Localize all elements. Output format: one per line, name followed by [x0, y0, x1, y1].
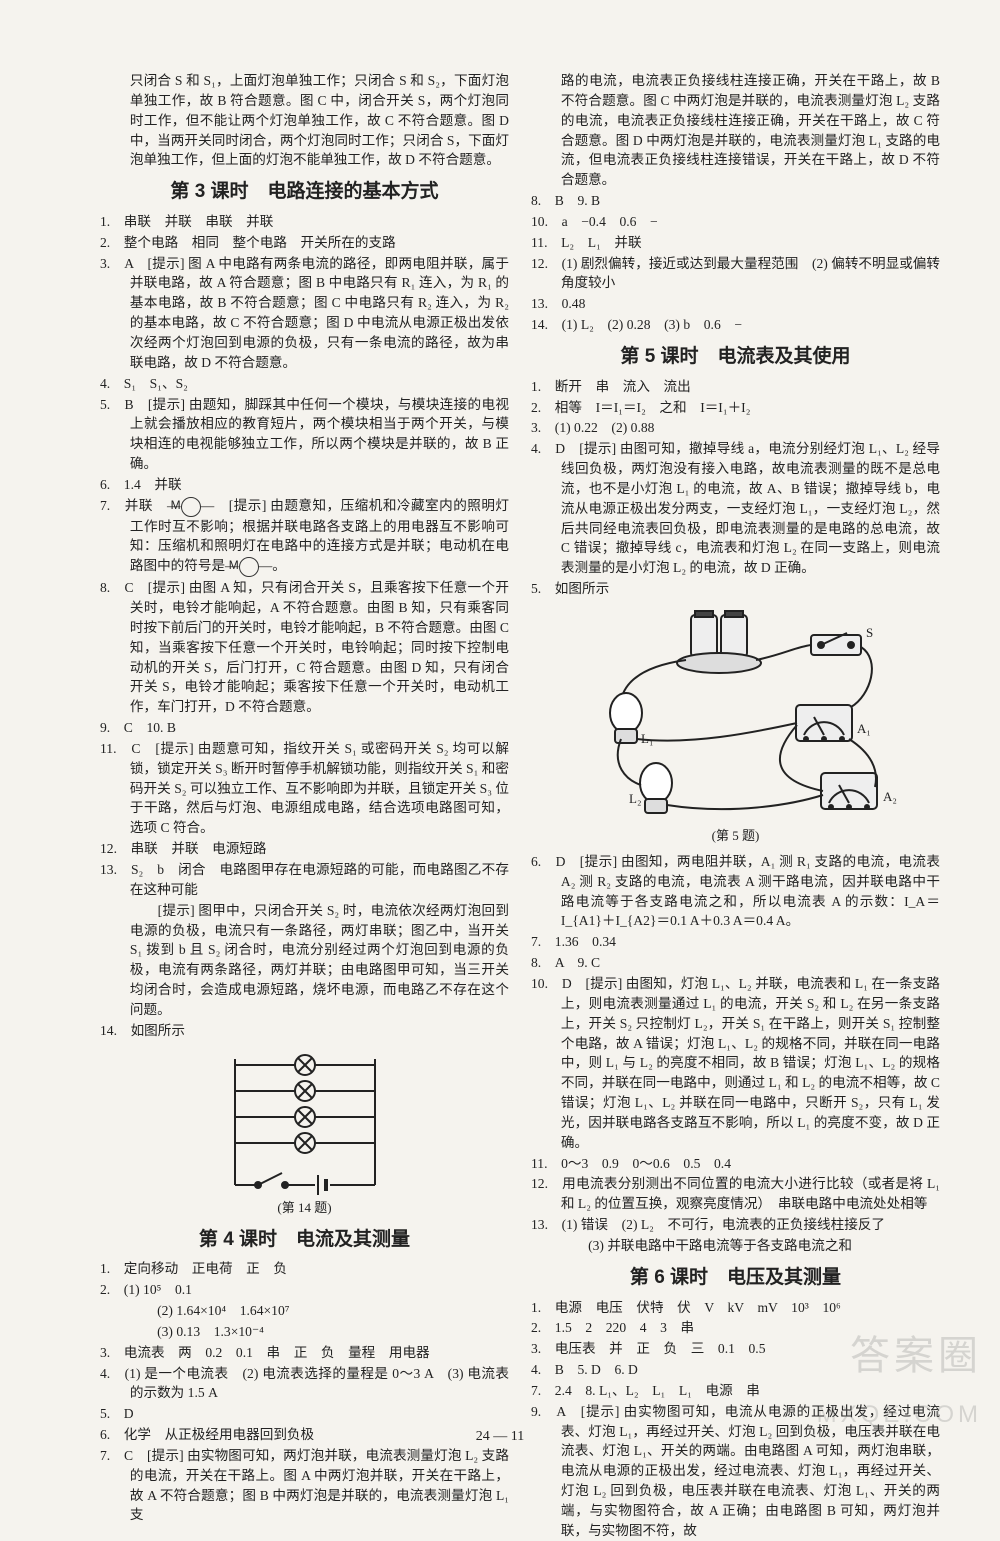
s6-q2: 2. 1.5 2 220 4 3 串 [531, 1318, 940, 1338]
s3-q8: 8. C [提示] 由图 A 知，只有闭合开关 S，且乘客按下任意一个开关时，电… [100, 578, 509, 717]
svg-text:A₁: A₁ [857, 721, 871, 736]
s5-q13b: (3) 并联电路中干路电流等于各支路电流之和 [531, 1236, 940, 1256]
s3-q11: 11. C [提示] 由题意可知，指纹开关 S₁ 或密码开关 S₂ 均可以解锁，… [100, 739, 509, 838]
section-6-title: 第 6 课时 电压及其测量 [531, 1264, 940, 1292]
s3-q1: 1. 串联 并联 串联 并联 [100, 212, 509, 232]
s4-q2b: (2) 1.64×10⁴ 1.64×10⁷ [100, 1301, 509, 1321]
s5-q5: 5. 如图所示 [531, 579, 940, 599]
s6-q3: 3. 电压表 并 正 负 三 0.1 0.5 [531, 1339, 940, 1359]
page-number: 24 — 11 [0, 1429, 1000, 1445]
s4-q10: 10. a −0.4 0.6 − [531, 212, 940, 232]
motor-symbol-icon: M [239, 557, 259, 577]
s6-q7: 7. 2.4 8. L₁、L₂ L₁ L₁ 电源 串 [531, 1381, 940, 1401]
section-3-title: 第 3 课时 电路连接的基本方式 [100, 178, 509, 206]
s6-q9: 9. A [提示] 由实物图可知，电流从电源的正极出发，经过电流表、灯泡 L₁，… [531, 1402, 940, 1541]
page: 只闭合 S 和 S₁，上面灯泡单独工作；只闭合 S 和 S₂，下面灯泡单独工作，… [0, 0, 1000, 1471]
s5-q3: 3. (1) 0.22 (2) 0.88 [531, 418, 940, 438]
s3-q12: 12. 串联 并联 电源短路 [100, 839, 509, 859]
s4-q2c: (3) 0.13 1.3×10⁻⁴ [100, 1322, 509, 1342]
s3-q5: 5. B [提示] 由题知，脚踩其中任何一个模块，与模块连接的电视上就会播放相应… [100, 395, 509, 474]
svg-text:L₂: L₂ [629, 791, 641, 806]
s4-q4: 4. (1) 是一个电流表 (2) 电流表选择的量程是 0～3 A (3) 电流… [100, 1364, 509, 1404]
s5-q12: 12. 用电流表分别测出不同位置的电流大小进行比较（或者是将 L₁ 和 L₂ 的… [531, 1174, 940, 1214]
s5-q13a: 13. (1) 错误 (2) L₂ 不可行，电流表的正负接线柱接反了 [531, 1215, 940, 1235]
s3-q4: 4. S₁ S₁、S₂ [100, 374, 509, 394]
s5-q6: 6. D [提示] 由图知，两电阻并联，A₁ 测 R₁ 支路的电流，电流表 A₂… [531, 852, 940, 931]
two-column-layout: 只闭合 S 和 S₁，上面灯泡单独工作；只闭合 S 和 S₂，下面灯泡单独工作，… [100, 70, 940, 1431]
q5-caption: (第 5 题) [531, 827, 940, 846]
s5-q7: 7. 1.36 0.34 [531, 932, 940, 952]
s5-q10: 10. D [提示] 由图知，灯泡 L₁、L₂ 并联，电流表和 L₁ 在一条支路… [531, 974, 940, 1153]
s4-q12: 12. (1) 剧烈偏转，接近或达到最大量程范围 (2) 偏转不明显或偏转角度较… [531, 254, 940, 294]
q5-circuit-figure: S L₁ L₂ [571, 605, 901, 825]
s4-q14: 14. (1) L₂ (2) 0.28 (3) b 0.6 − [531, 315, 940, 335]
s3-q2: 2. 整个电路 相同 整个电路 开关所在的支路 [100, 233, 509, 253]
q14-circuit-figure [200, 1047, 410, 1197]
s4-q8: 8. B 9. B [531, 191, 940, 211]
q14-caption: (第 14 题) [100, 1199, 509, 1218]
s3-q3: 3. A [提示] 图 A 中电路有两条电流的路径，即两电阻并联，属于并联电路，… [100, 254, 509, 373]
s4-q2a: 2. (1) 10⁵ 0.1 [100, 1280, 509, 1300]
svg-text:S: S [866, 625, 873, 640]
s4-q7-cont: 路的电流，电流表正负接线柱连接正确，开关在干路上，故 B 不符合题意。图 C 中… [531, 71, 940, 190]
svg-text:L₁: L₁ [641, 731, 653, 746]
s3-q14: 14. 如图所示 [100, 1021, 509, 1041]
s3-q13b: [提示] 图甲中，只闭合开关 S₂ 时，电流依次经两灯泡回到电源的负极，电流只有… [100, 901, 509, 1020]
s4-q5: 5. D [100, 1404, 509, 1424]
s4-q13: 13. 0.48 [531, 294, 940, 314]
s6-q4: 4. B 5. D 6. D [531, 1360, 940, 1380]
motor-symbol-icon: M [181, 497, 201, 517]
section-4-title: 第 4 课时 电流及其测量 [100, 1226, 509, 1254]
intro-paragraph: 只闭合 S 和 S₁，上面灯泡单独工作；只闭合 S 和 S₂，下面灯泡单独工作，… [100, 71, 509, 170]
section-5-title: 第 5 课时 电流表及其使用 [531, 343, 940, 371]
s4-q7: 7. C [提示] 由实物图可知，两灯泡并联，电流表测量灯泡 L₂ 支路的电流，… [100, 1446, 509, 1525]
s5-q1: 1. 断开 串 流入 流出 [531, 377, 940, 397]
s4-q3: 3. 电流表 两 0.2 0.1 串 正 负 量程 用电器 [100, 1343, 509, 1363]
s4-q11: 11. L₂ L₁ 并联 [531, 233, 940, 253]
s6-q1: 1. 电源 电压 伏特 伏 V kV mV 10³ 10⁶ [531, 1298, 940, 1318]
s3-q13a: 13. S₂ b 闭合 电路图甲存在电源短路的可能，而电路图乙不存在这种可能 [100, 860, 509, 900]
s3-q9: 9. C 10. B [100, 718, 509, 738]
s5-q4: 4. D [提示] 由图可知，撤掉导线 a，电流分别经灯泡 L₁、L₂ 经导线回… [531, 439, 940, 578]
right-column: 路的电流，电流表正负接线柱连接正确，开关在干路上，故 B 不符合题意。图 C 中… [531, 70, 940, 1431]
svg-text:A₂: A₂ [883, 789, 897, 804]
s3-q7: 7. 并联 —M— [提示] 由题意知，压缩机和冷藏室内的照明灯工作时互不影响；… [100, 496, 509, 577]
s5-q2: 2. 相等 I＝I₁＝I₂ 之和 I＝I₁＋I₂ [531, 398, 940, 418]
s4-q1: 1. 定向移动 正电荷 正 负 [100, 1259, 509, 1279]
s5-q11: 11. 0～3 0.9 0～0.6 0.5 0.4 [531, 1154, 940, 1174]
s3-q6: 6. 1.4 并联 [100, 475, 509, 495]
s5-q8: 8. A 9. C [531, 953, 940, 973]
left-column: 只闭合 S 和 S₁，上面灯泡单独工作；只闭合 S 和 S₂，下面灯泡单独工作，… [100, 70, 509, 1431]
